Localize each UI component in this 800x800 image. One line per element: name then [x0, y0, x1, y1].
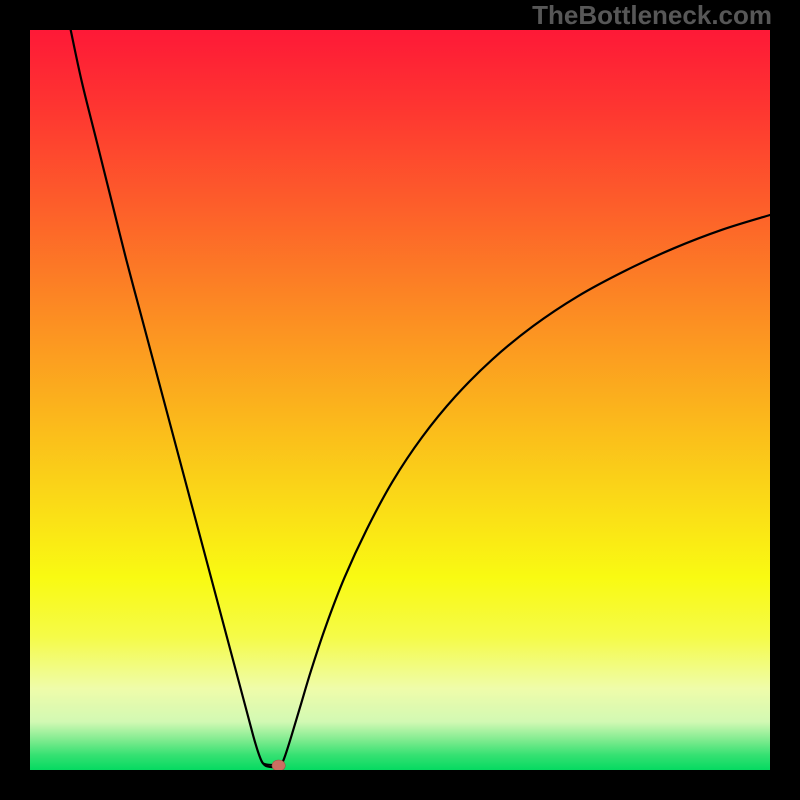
chart-svg — [30, 30, 770, 770]
plot-area — [30, 30, 770, 770]
watermark: TheBottleneck.com — [532, 0, 772, 31]
optimum-marker — [272, 760, 285, 770]
chart-background — [30, 30, 770, 770]
